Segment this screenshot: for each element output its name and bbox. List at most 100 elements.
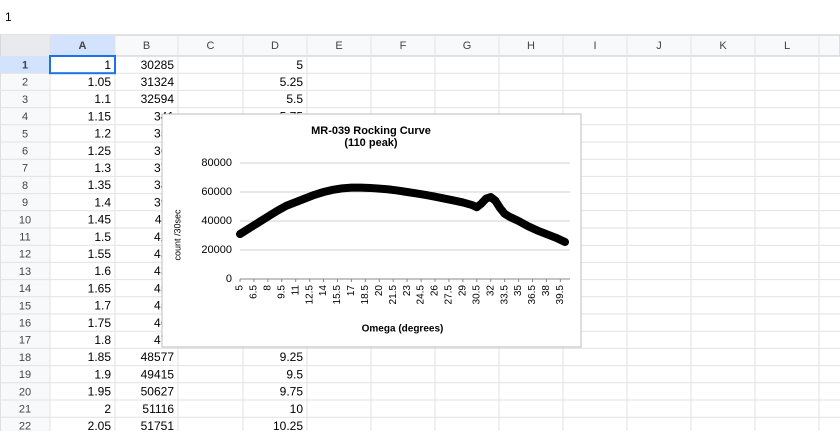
x-tick-label: 23 xyxy=(402,285,413,297)
cell[interactable]: 5.25 xyxy=(280,75,304,89)
cell[interactable]: 10 xyxy=(290,402,304,416)
cell[interactable]: 1.75 xyxy=(88,316,112,330)
y-tick-label: 80000 xyxy=(201,157,232,169)
x-tick-label: 11 xyxy=(290,285,301,296)
x-tick-label: 21.5 xyxy=(388,285,399,305)
cell[interactable]: 1.3 xyxy=(94,161,111,175)
column-header[interactable]: D xyxy=(271,40,279,52)
cell[interactable]: 1.1 xyxy=(94,92,111,106)
row-header[interactable]: 22 xyxy=(19,421,31,433)
cell[interactable]: 1.15 xyxy=(88,109,112,123)
row-header[interactable]: 20 xyxy=(19,386,31,398)
column-header[interactable]: E xyxy=(335,40,342,52)
x-tick-label: 29 xyxy=(457,285,468,297)
row-header[interactable]: 1 xyxy=(22,60,28,72)
row-header[interactable]: 13 xyxy=(19,266,31,278)
cell[interactable]: 1.4 xyxy=(94,195,111,209)
cell[interactable]: 1.45 xyxy=(88,213,112,227)
cell[interactable]: 50627 xyxy=(141,385,175,399)
cell[interactable]: 2.05 xyxy=(88,419,112,433)
x-tick-label: 6.5 xyxy=(249,285,260,299)
cell[interactable]: 1.5 xyxy=(94,230,111,244)
row-header[interactable]: 14 xyxy=(19,283,31,295)
cell[interactable]: 1.05 xyxy=(88,75,112,89)
column-header[interactable]: J xyxy=(656,40,662,52)
chart: MR-039 Rocking Curve(110 peak) 0 20000 4000… xyxy=(161,113,582,348)
x-tick-label: 9.5 xyxy=(276,285,287,299)
row-header[interactable]: 2 xyxy=(22,77,28,89)
column-header[interactable]: I xyxy=(593,40,596,52)
y-tick-label: 60000 xyxy=(201,186,232,198)
cell[interactable]: 1.25 xyxy=(88,144,112,158)
cell[interactable]: 51751 xyxy=(141,419,175,433)
col-header-selected xyxy=(50,35,115,56)
cell[interactable]: 1.35 xyxy=(88,178,112,192)
cell[interactable]: 48577 xyxy=(141,350,175,364)
row-header[interactable]: 3 xyxy=(22,94,28,106)
column-header[interactable]: B xyxy=(143,40,150,52)
row-header[interactable]: 21 xyxy=(19,404,31,416)
cell[interactable]: 5 xyxy=(296,58,303,72)
cell[interactable]: 1.65 xyxy=(88,281,112,295)
x-tick-label: 32 xyxy=(485,285,496,297)
x-tick-label: 14 xyxy=(318,285,329,297)
cell[interactable]: 2 xyxy=(104,402,111,416)
x-tick-label: 15.5 xyxy=(332,285,343,305)
row-header[interactable]: 5 xyxy=(22,128,28,140)
cell[interactable]: 1.7 xyxy=(94,299,111,313)
x-tick-label: 18.5 xyxy=(360,285,371,305)
cell[interactable]: 1.85 xyxy=(88,350,112,364)
cell[interactable]: 5.5 xyxy=(286,92,303,106)
x-tick-label: 27.5 xyxy=(444,285,455,305)
row-header[interactable]: 19 xyxy=(19,369,31,381)
cell[interactable]: 31324 xyxy=(141,75,175,89)
x-tick-label: 5 xyxy=(235,285,246,291)
cell[interactable]: 30285 xyxy=(141,58,175,72)
cell[interactable]: 51116 xyxy=(142,402,174,416)
cell[interactable]: 1.9 xyxy=(94,367,111,381)
x-tick-label: 17 xyxy=(346,285,357,297)
x-tick-label: 30.5 xyxy=(471,285,482,305)
column-header[interactable]: H xyxy=(527,40,535,52)
column-header[interactable]: F xyxy=(400,40,407,52)
row-header[interactable]: 4 xyxy=(22,111,28,123)
x-axis-label: Omega (degrees) xyxy=(362,324,444,335)
y-tick-label: 20000 xyxy=(201,244,232,256)
row-header[interactable]: 17 xyxy=(19,335,31,347)
cell[interactable]: 9.5 xyxy=(286,367,303,381)
column-header[interactable]: A xyxy=(79,40,87,52)
row-header[interactable]: 9 xyxy=(22,197,28,209)
row-header[interactable]: 12 xyxy=(19,249,31,261)
cell[interactable]: 9.25 xyxy=(280,350,304,364)
formula-bar xyxy=(0,0,840,33)
x-tick-label: 12.5 xyxy=(304,285,315,305)
chart-box xyxy=(161,113,582,348)
column-header[interactable]: L xyxy=(784,40,790,52)
x-tick-label: 33.5 xyxy=(499,285,510,305)
row-header[interactable]: 10 xyxy=(19,214,31,226)
row-header[interactable]: 11 xyxy=(19,232,30,244)
cell[interactable]: 1 xyxy=(104,58,111,72)
cell[interactable]: 1.8 xyxy=(94,333,111,347)
cell[interactable]: 1.2 xyxy=(94,127,111,141)
chart-subtitle: (110 peak) xyxy=(344,137,398,149)
row-header[interactable]: 6 xyxy=(22,146,28,158)
row-header[interactable]: 18 xyxy=(19,352,31,364)
data-line xyxy=(236,183,569,247)
row-header[interactable]: 16 xyxy=(19,318,31,330)
column-header[interactable]: K xyxy=(719,40,727,52)
column-header[interactable]: G xyxy=(463,40,472,52)
cell[interactable]: 10.25 xyxy=(273,419,303,433)
row-header[interactable]: 15 xyxy=(19,300,31,312)
y-tick-label: 0 xyxy=(226,273,232,285)
cell[interactable]: 1.6 xyxy=(94,264,111,278)
cell[interactable]: 1.55 xyxy=(88,247,112,261)
row-header[interactable]: 8 xyxy=(22,180,28,192)
cell[interactable]: 32594 xyxy=(141,92,175,106)
cell[interactable]: 9.75 xyxy=(280,385,304,399)
column-header[interactable]: C xyxy=(207,40,215,52)
row-header-selected xyxy=(0,56,50,74)
cell[interactable]: 49415 xyxy=(141,367,175,381)
row-header[interactable]: 7 xyxy=(22,163,28,175)
cell[interactable]: 1.95 xyxy=(88,385,112,399)
